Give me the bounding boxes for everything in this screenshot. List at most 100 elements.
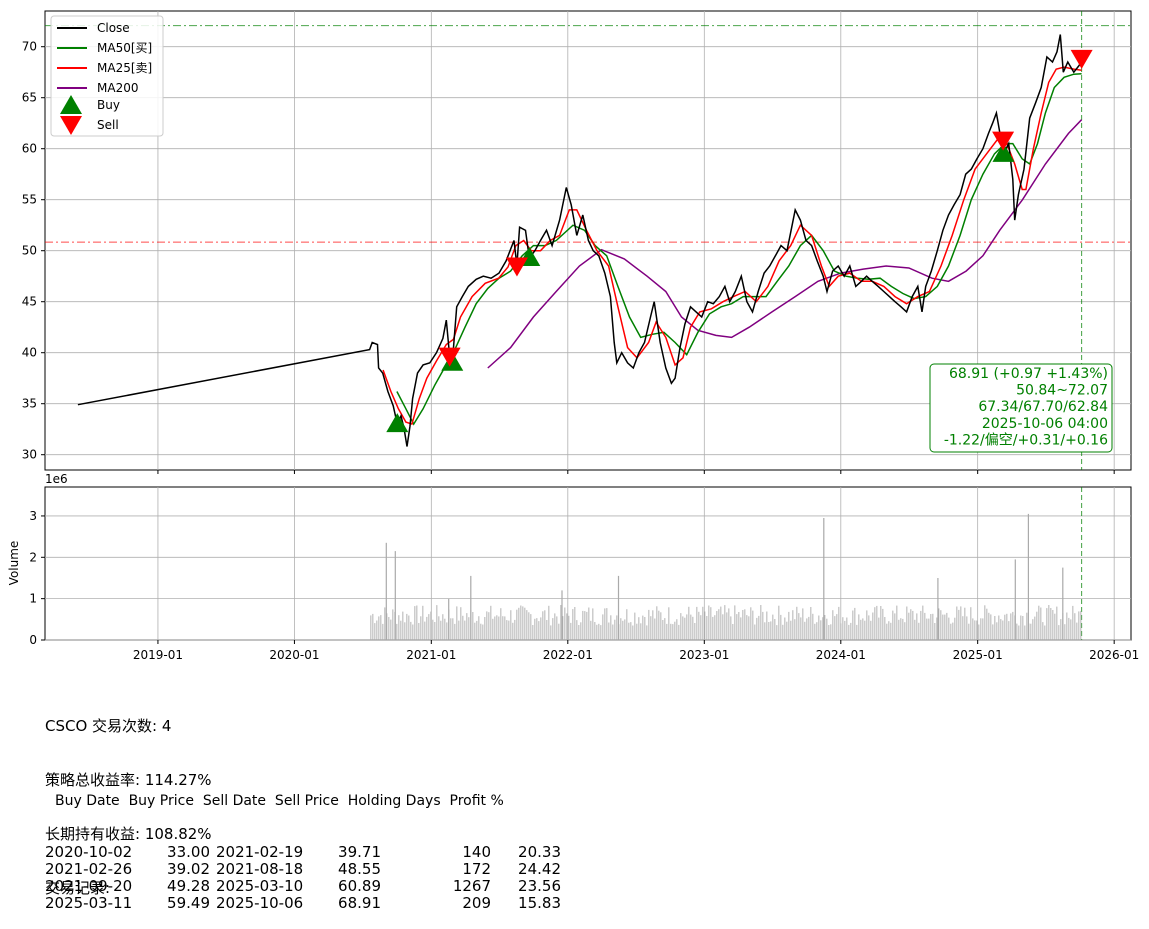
volume-bar: [790, 620, 792, 640]
volume-bar: [1010, 613, 1012, 640]
volume-bar: [1046, 608, 1048, 640]
trade-cell-sell-date: 2021-08-18: [216, 860, 304, 878]
volume-bar: [620, 618, 622, 640]
volume-bar: [714, 615, 716, 640]
volume-bar: [990, 614, 992, 640]
price-y-tick-label: 35: [22, 397, 37, 411]
volume-bar: [1002, 620, 1004, 640]
volume-bar: [948, 617, 950, 640]
volume-bar: [872, 612, 874, 640]
volume-bar: [528, 612, 530, 640]
trade-cell-profit: 20.33: [518, 843, 561, 861]
volume-bar: [980, 618, 982, 640]
volume-bar: [818, 615, 820, 640]
volume-bar: [504, 616, 506, 640]
trade-cell-buy-date: 2025-03-11: [45, 894, 133, 912]
volume-bar: [728, 608, 730, 640]
volume-bar: [584, 611, 586, 640]
trade-cell-days: 140: [462, 843, 491, 861]
volume-bar: [786, 621, 788, 640]
volume-bar: [754, 624, 756, 640]
volume-bar: [788, 611, 790, 640]
volume-bar: [500, 608, 502, 640]
volume-bar: [798, 613, 800, 640]
volume-bar: [608, 622, 610, 640]
trade-cell-profit: 23.56: [518, 877, 561, 895]
volume-bar: [908, 612, 910, 640]
volume-bar-peak: [561, 590, 563, 640]
volume-bar: [916, 613, 918, 640]
trade-table-rows: 2020-10-02 33.00 2021-02-19 39.71 140 20.33 20…: [45, 844, 561, 912]
volume-bar: [682, 616, 684, 640]
volume-bar: [1038, 605, 1040, 640]
volume-bar: [638, 617, 640, 640]
volume-bar: [988, 612, 990, 640]
volume-bar: [710, 607, 712, 640]
volume-bar: [636, 623, 638, 640]
volume-bar: [376, 620, 378, 640]
volume-bar: [738, 612, 740, 640]
price-panel: 30 35 40 45 50 55 60 65 70 Close MA50[买] MA25[卖] MA…: [22, 10, 1132, 471]
volume-bar: [894, 613, 896, 640]
volume-bar-peak: [1062, 567, 1064, 640]
volume-bar: [488, 612, 490, 640]
volume-bar: [1036, 611, 1038, 640]
volume-plot-area: [44, 486, 1132, 641]
volume-bar: [838, 606, 840, 640]
volume-bar: [634, 612, 636, 640]
volume-bar: [722, 614, 724, 640]
volume-bar: [982, 618, 984, 640]
volume-bar: [834, 616, 836, 640]
volume-y-tick-label: 2: [29, 550, 37, 564]
volume-bar: [692, 616, 694, 640]
volume-bar: [742, 610, 744, 640]
volume-bar: [538, 621, 540, 640]
volume-bar: [906, 606, 908, 640]
volume-bar: [614, 619, 616, 640]
volume-bar: [532, 625, 534, 640]
volume-bar: [646, 625, 648, 640]
volume-bar: [586, 611, 588, 640]
volume-bar: [398, 615, 400, 640]
x-tick-label: 2022-01: [543, 648, 593, 662]
volume-bar: [516, 609, 518, 640]
volume-bar: [898, 619, 900, 640]
volume-bar: [570, 622, 572, 640]
volume-bar: [880, 606, 882, 640]
trade-cell-buy-date: 2021-02-26: [45, 860, 133, 878]
volume-bar: [468, 617, 470, 640]
volume-bar: [888, 621, 890, 640]
trade-row: 2021-09-20 49.28 2025-03-10 60.89 1267 23.56: [45, 878, 561, 895]
volume-bar: [746, 615, 748, 640]
volume-bar: [826, 618, 828, 640]
volume-bar: [556, 616, 558, 640]
volume-bar: [782, 624, 784, 640]
volume-bar: [672, 624, 674, 640]
volume-bar: [984, 605, 986, 640]
volume-bar: [1050, 608, 1052, 640]
volume-bar: [640, 623, 642, 640]
volume-bar: [496, 615, 498, 640]
price-y-tick-label: 50: [22, 244, 37, 258]
volume-bar: [730, 616, 732, 640]
volume-bar: [712, 616, 714, 640]
volume-bar: [804, 621, 806, 640]
volume-axis-label: Volume: [7, 541, 21, 586]
volume-bar: [932, 613, 934, 640]
volume-bar-peak: [823, 518, 825, 640]
volume-bar: [654, 618, 656, 640]
volume-bar: [974, 620, 976, 640]
volume-bar: [844, 620, 846, 640]
volume-bar: [700, 615, 702, 640]
volume-bar: [562, 616, 564, 640]
volume-bar: [602, 614, 604, 640]
volume-bar: [800, 617, 802, 640]
close-line: [77, 34, 1083, 447]
volume-bar: [784, 617, 786, 640]
volume-bar: [830, 624, 832, 640]
trade-cell-buy-price: 59.49: [167, 894, 210, 912]
volume-bar: [1068, 617, 1070, 640]
volume-bars: [370, 513, 1082, 640]
volume-bar: [1078, 611, 1080, 640]
sell-marker: [992, 131, 1015, 151]
